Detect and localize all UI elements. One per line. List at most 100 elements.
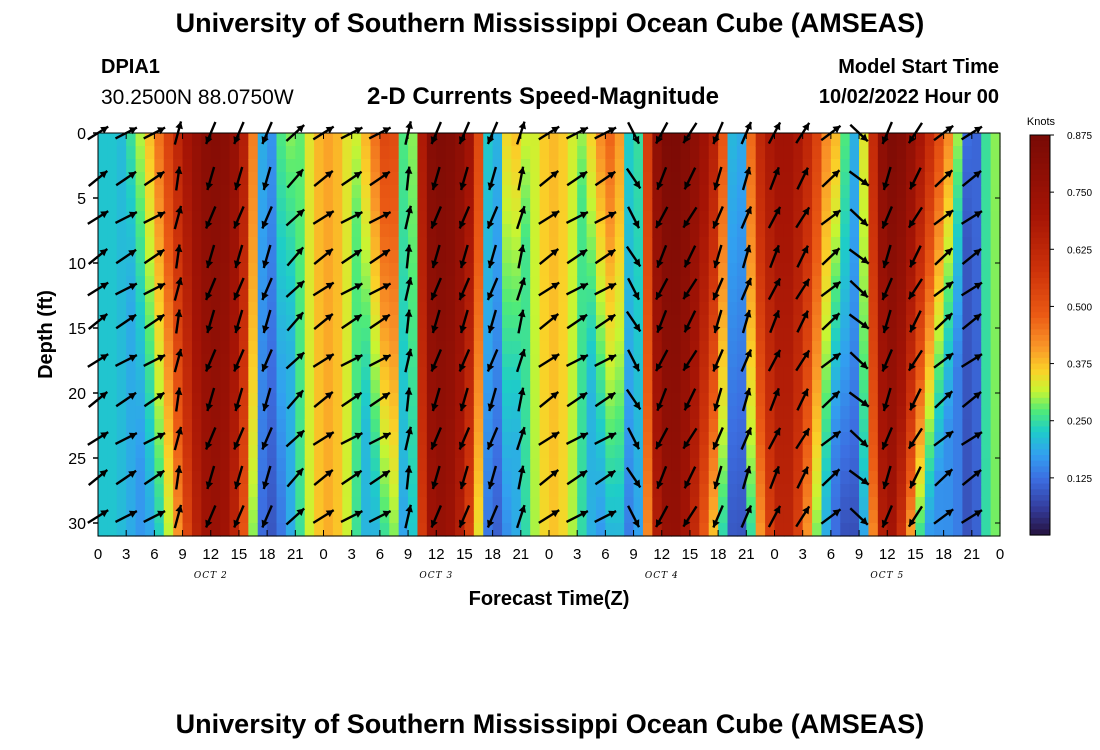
heatmap-cell bbox=[718, 341, 729, 355]
heatmap-cell bbox=[661, 224, 672, 238]
heatmap-cell bbox=[126, 250, 137, 264]
heatmap-cell bbox=[191, 211, 202, 225]
heatmap-cell bbox=[304, 393, 315, 407]
heatmap-cell bbox=[342, 172, 353, 186]
heatmap-cell bbox=[135, 419, 146, 433]
heatmap-cell bbox=[962, 302, 973, 316]
heatmap-cell bbox=[370, 172, 381, 186]
heatmap-cell bbox=[351, 341, 362, 355]
heatmap-cell bbox=[473, 510, 484, 524]
heatmap-cell bbox=[736, 341, 747, 355]
heatmap-cell bbox=[971, 263, 982, 277]
current-arrow bbox=[682, 427, 698, 450]
heatmap-cell bbox=[661, 471, 672, 485]
heatmap-cell bbox=[953, 445, 964, 459]
heatmap-cell bbox=[520, 497, 531, 511]
heatmap-cell bbox=[605, 315, 616, 329]
current-arrow bbox=[487, 465, 498, 490]
heatmap-cell bbox=[154, 406, 165, 420]
heatmap-cell bbox=[577, 328, 588, 342]
heatmap-cell bbox=[107, 432, 118, 446]
heatmap-cell bbox=[361, 328, 372, 342]
heatmap-cell bbox=[455, 315, 466, 329]
current-arrow bbox=[430, 427, 443, 450]
heatmap-cell bbox=[210, 328, 221, 342]
heatmap-cell bbox=[736, 224, 747, 238]
heatmap-cell bbox=[990, 523, 1001, 537]
heatmap-cell bbox=[680, 146, 691, 160]
heatmap-cell bbox=[107, 276, 118, 290]
heatmap-cell bbox=[924, 185, 935, 199]
heatmap-cell bbox=[849, 484, 860, 498]
heatmap-cell bbox=[774, 315, 785, 329]
current-arrow bbox=[487, 244, 498, 269]
heatmap-cell bbox=[473, 458, 484, 472]
current-arrow bbox=[849, 429, 869, 448]
heatmap-cell bbox=[426, 224, 437, 238]
heatmap-cell bbox=[915, 341, 926, 355]
heatmap-cell bbox=[549, 445, 559, 459]
heatmap-cell bbox=[351, 367, 362, 381]
heatmap-cell bbox=[342, 289, 353, 303]
heatmap-cell bbox=[595, 146, 606, 160]
heatmap-cell bbox=[774, 185, 785, 199]
heatmap-cell bbox=[135, 432, 146, 446]
heatmap-cell bbox=[248, 510, 259, 524]
heatmap-cell bbox=[577, 419, 588, 433]
heatmap-cell bbox=[962, 497, 973, 511]
heatmap-cell bbox=[633, 315, 644, 329]
heatmap-cell bbox=[408, 328, 419, 342]
heatmap-cell bbox=[107, 263, 118, 277]
heatmap-cell bbox=[774, 341, 785, 355]
heatmap-cell bbox=[783, 458, 794, 472]
heatmap-cell bbox=[793, 237, 804, 251]
heatmap-cell bbox=[98, 393, 108, 407]
heatmap-cell bbox=[971, 146, 982, 160]
heatmap-cell bbox=[727, 380, 738, 394]
heatmap-cell bbox=[285, 341, 296, 355]
x-tick-label: 21 bbox=[287, 546, 304, 563]
heatmap-cell bbox=[896, 185, 907, 199]
heatmap-cell bbox=[436, 146, 447, 160]
heatmap-cell bbox=[783, 302, 794, 316]
heatmap-cell bbox=[896, 497, 907, 511]
heatmap-cell bbox=[492, 432, 503, 446]
heatmap-cell bbox=[182, 250, 193, 264]
heatmap-cell bbox=[408, 172, 419, 186]
heatmap-cell bbox=[605, 354, 616, 368]
heatmap-cell bbox=[539, 146, 550, 160]
heatmap-cell bbox=[830, 432, 841, 446]
current-arrow bbox=[565, 510, 589, 523]
heatmap-cell bbox=[642, 471, 653, 485]
heatmap-cell bbox=[154, 523, 165, 537]
heatmap-cell bbox=[276, 367, 287, 381]
heatmap-cell bbox=[379, 198, 390, 212]
heatmap-cell bbox=[238, 484, 249, 498]
current-arrow bbox=[143, 510, 166, 523]
current-arrow bbox=[848, 391, 870, 408]
heatmap-cell bbox=[351, 224, 362, 238]
heatmap-cell bbox=[267, 445, 278, 459]
heatmap-cell bbox=[455, 406, 466, 420]
heatmap-cell bbox=[483, 484, 494, 498]
heatmap-cell bbox=[492, 250, 503, 264]
heatmap-cell bbox=[624, 159, 635, 173]
heatmap-cell bbox=[257, 432, 268, 446]
heatmap-cell bbox=[605, 458, 616, 472]
heatmap-cell bbox=[455, 263, 466, 277]
heatmap-cell bbox=[812, 523, 823, 537]
colorbar-tick-label: 0.500 bbox=[1067, 302, 1092, 313]
heatmap-cell bbox=[473, 393, 484, 407]
heatmap-cell bbox=[285, 172, 296, 186]
heatmap-cell bbox=[783, 224, 794, 238]
heatmap-cell bbox=[323, 393, 334, 407]
heatmap-cell bbox=[426, 367, 437, 381]
heatmap-cell bbox=[793, 341, 804, 355]
heatmap-cell bbox=[971, 289, 982, 303]
current-arrow bbox=[431, 465, 441, 490]
heatmap-cell bbox=[351, 146, 362, 160]
heatmap-cell bbox=[248, 367, 259, 381]
heatmap-cell bbox=[295, 185, 306, 199]
heatmap-cell bbox=[840, 146, 851, 160]
x-axis: 0 3 6 9 12 15 18 21 0 3 6 9 12 15 18 21 0 3 6 9 12 15 18 21 0 3 6 9… bbox=[94, 133, 1004, 610]
